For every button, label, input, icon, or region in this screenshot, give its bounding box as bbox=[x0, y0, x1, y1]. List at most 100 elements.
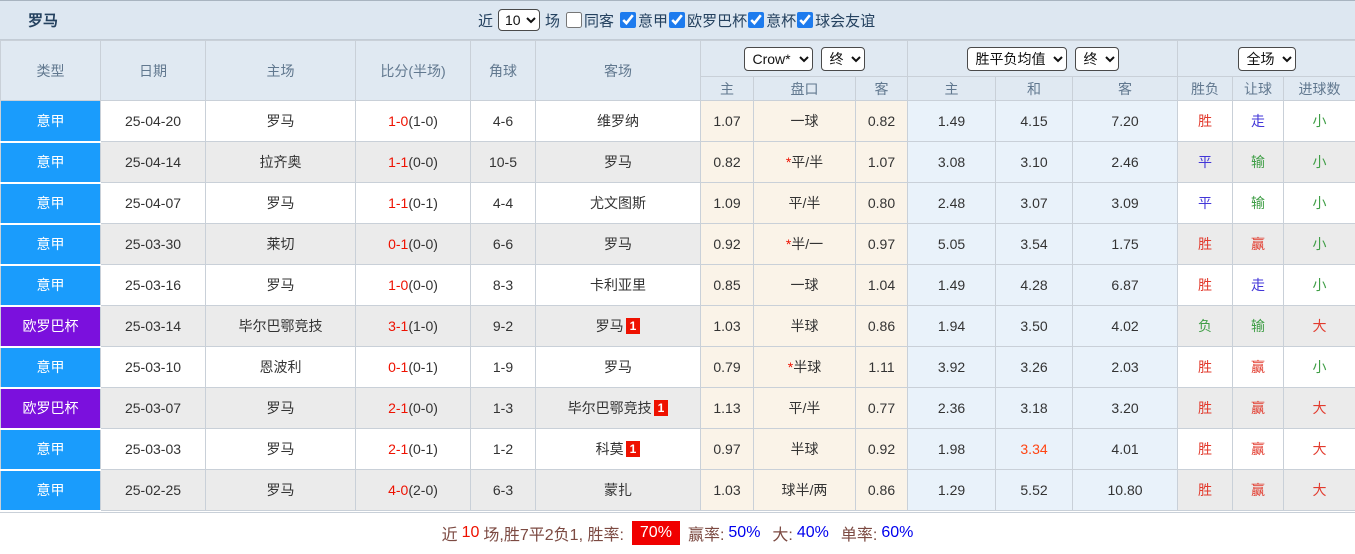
home-team-link[interactable]: 毕尔巴鄂竞技 bbox=[238, 318, 323, 334]
fulltime-score: 0-1 bbox=[388, 236, 409, 252]
handicap-line: 半球 bbox=[790, 441, 819, 457]
home-odds-cell: 1.03 bbox=[700, 469, 754, 511]
league-cell: 意甲 bbox=[0, 428, 101, 471]
scope-select-group: 全场 bbox=[1177, 40, 1355, 77]
mean-draw-cell: 3.34 bbox=[995, 428, 1074, 470]
league-filter-label: 意甲 bbox=[638, 12, 669, 30]
away-team-link[interactable]: 尤文图斯 bbox=[590, 195, 646, 211]
scope-select[interactable]: 全场 bbox=[1237, 46, 1296, 71]
give-result-cell: 输 bbox=[1232, 305, 1285, 347]
home-team-link[interactable]: 罗马 bbox=[266, 277, 295, 293]
away-team-cell: 维罗纳 bbox=[535, 100, 701, 142]
table-row: 意甲 25-03-10 恩波利 0-1(0-1) 1-9 罗马 0.79 *半球… bbox=[0, 346, 1355, 389]
home-team-cell: 罗马 bbox=[205, 428, 356, 470]
home-team-link[interactable]: 罗马 bbox=[266, 441, 295, 457]
same-away-checkbox[interactable] bbox=[566, 12, 583, 28]
same-away-label: 同客 bbox=[584, 12, 615, 30]
subcol-give: 让球 bbox=[1232, 76, 1285, 101]
result-cell: 胜 bbox=[1177, 428, 1234, 470]
goals-result-cell: 大 bbox=[1283, 469, 1355, 511]
subcol-goals: 进球数 bbox=[1283, 76, 1355, 101]
recent-count-select[interactable]: 10 bbox=[498, 9, 541, 31]
handicap-star: * bbox=[785, 154, 792, 170]
home-team-cell: 莱切 bbox=[205, 223, 356, 265]
score-cell: 1-1(0-0) bbox=[355, 141, 471, 183]
home-team-link[interactable]: 罗马 bbox=[266, 113, 295, 129]
league-cell: 意甲 bbox=[0, 264, 101, 307]
subcol-odds-away: 客 bbox=[854, 76, 909, 101]
away-team-cell: 科莫 1 bbox=[535, 428, 701, 470]
table-row: 欧罗巴杯 25-03-14 毕尔巴鄂竞技 3-1(1-0) 9-2 罗马 1 1.… bbox=[0, 305, 1355, 348]
league-cell: 意甲 bbox=[0, 141, 101, 184]
league-filter-checkbox[interactable] bbox=[748, 12, 765, 28]
goals-result-cell: 大 bbox=[1283, 428, 1355, 470]
league-filter: 球会友谊 bbox=[796, 10, 875, 31]
home-odds-cell: 1.03 bbox=[700, 305, 754, 347]
home-team-link[interactable]: 恩波利 bbox=[259, 359, 302, 375]
corners-cell: 4-6 bbox=[470, 100, 536, 142]
league-filter-checkbox[interactable] bbox=[669, 12, 686, 28]
corners-cell: 6-6 bbox=[470, 223, 536, 265]
col-header-corner: 角球 bbox=[470, 40, 536, 101]
table-row: 意甲 25-04-14 拉齐奥 1-1(0-0) 10-5 罗马 0.82 *平… bbox=[0, 141, 1355, 184]
away-team-link[interactable]: 罗马 bbox=[604, 359, 632, 375]
europe-state-select[interactable]: 终 bbox=[1074, 46, 1119, 71]
fulltime-score: 1-1 bbox=[388, 195, 409, 211]
match-table-body: 意甲 25-04-20 罗马 1-0(1-0) 4-6 维罗纳 1.07 一球 … bbox=[0, 100, 1355, 512]
europe-odds-select[interactable]: 胜平负均值 bbox=[966, 46, 1067, 71]
fulltime-score: 1-0 bbox=[388, 113, 409, 129]
away-odds-cell: 0.86 bbox=[854, 469, 909, 511]
handicap-select-group: Crow* 终 bbox=[699, 40, 909, 77]
topbar: 罗马 近 10 场 同客 意甲 欧罗巴杯 意杯 球会友谊 bbox=[0, 0, 1355, 40]
league-filter: 意甲 bbox=[619, 10, 668, 31]
goals-result-cell: 大 bbox=[1283, 387, 1355, 429]
away-team-link[interactable]: 罗马 bbox=[595, 318, 624, 334]
corners-cell: 4-4 bbox=[470, 182, 536, 224]
home-team-cell: 罗马 bbox=[205, 100, 356, 142]
handicap-star: * bbox=[785, 236, 792, 252]
table-row: 意甲 25-04-20 罗马 1-0(1-0) 4-6 维罗纳 1.07 一球 … bbox=[0, 100, 1355, 143]
mean-draw-cell: 3.50 bbox=[995, 305, 1074, 347]
away-team-cell: 罗马 bbox=[535, 141, 701, 183]
fulltime-score: 1-1 bbox=[388, 154, 409, 170]
away-odds-cell: 0.82 bbox=[854, 100, 909, 142]
league-filter-checkbox[interactable] bbox=[797, 12, 814, 28]
europe-odds-select-group: 胜平负均值终 bbox=[907, 40, 1179, 77]
result-cell: 负 bbox=[1177, 305, 1234, 347]
away-team-link[interactable]: 卡利亚里 bbox=[590, 277, 646, 293]
give-result-cell: 赢 bbox=[1232, 346, 1285, 388]
mean-away-cell: 3.09 bbox=[1072, 182, 1179, 224]
handicap-line: 球半/两 bbox=[781, 482, 828, 498]
home-team-link[interactable]: 拉齐奥 bbox=[259, 154, 302, 170]
halftime-score: (0-0) bbox=[408, 154, 438, 170]
mean-away-cell: 2.03 bbox=[1072, 346, 1179, 388]
away-team-link[interactable]: 罗马 bbox=[604, 236, 632, 252]
league-cell: 欧罗巴杯 bbox=[0, 305, 101, 348]
away-team-link[interactable]: 蒙扎 bbox=[604, 482, 632, 498]
table-row: 意甲 25-03-03 罗马 2-1(0-1) 1-2 科莫 1 0.97 半球 … bbox=[0, 428, 1355, 471]
halftime-score: (0-1) bbox=[408, 359, 438, 375]
league-filters: 意甲 欧罗巴杯 意杯 球会友谊 bbox=[619, 10, 875, 31]
away-team-link[interactable]: 毕尔巴鄂竞技 bbox=[567, 400, 652, 416]
summary-record: 场,胜7平2负1, 胜率: bbox=[483, 526, 624, 544]
away-team-link[interactable]: 科莫 bbox=[595, 441, 624, 457]
home-team-link[interactable]: 罗马 bbox=[266, 400, 295, 416]
bookmaker-state-select[interactable]: 终 bbox=[820, 46, 865, 71]
league-filter: 意杯 bbox=[747, 10, 796, 31]
mean-away-cell: 2.46 bbox=[1072, 141, 1179, 183]
bookmaker-select[interactable]: Crow* bbox=[743, 46, 813, 71]
same-away-toggle: 同客 bbox=[565, 10, 614, 31]
home-team-cell: 罗马 bbox=[205, 264, 356, 306]
goals-result-cell: 小 bbox=[1283, 182, 1355, 224]
home-team-link[interactable]: 罗马 bbox=[266, 195, 295, 211]
away-team-link[interactable]: 维罗纳 bbox=[597, 113, 639, 129]
halftime-score: (0-0) bbox=[408, 277, 438, 293]
mean-draw-cell: 4.28 bbox=[995, 264, 1074, 306]
away-team-link[interactable]: 罗马 bbox=[604, 154, 632, 170]
subcol-odds-home: 主 bbox=[700, 76, 754, 101]
home-team-link[interactable]: 莱切 bbox=[266, 236, 295, 252]
league-filter-checkbox[interactable] bbox=[620, 12, 637, 28]
mean-draw-cell: 3.54 bbox=[995, 223, 1074, 265]
mean-draw-cell: 3.18 bbox=[995, 387, 1074, 429]
home-team-link[interactable]: 罗马 bbox=[266, 482, 295, 498]
